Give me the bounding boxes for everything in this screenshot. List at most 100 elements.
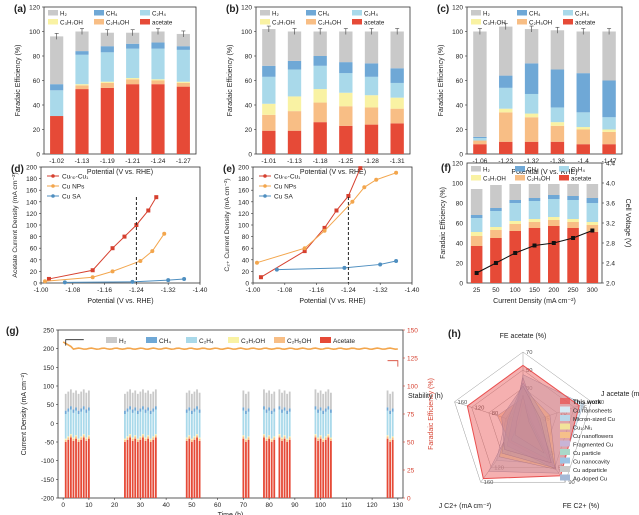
bar-H2 <box>69 389 72 407</box>
data-point <box>162 231 167 236</box>
bar-H2 <box>473 31 487 137</box>
bar-acetate <box>550 141 565 154</box>
bar-C2H4 <box>386 410 389 436</box>
bar-C3H7OH <box>386 435 389 437</box>
bar-acetate <box>129 437 131 498</box>
bar-acetate <box>390 123 404 154</box>
bar-CH4 <box>85 409 88 413</box>
panel-a: 0 20 40 60 80 100 120 -1.02 -1.13 -1.19 -1.21 -1.24… <box>14 4 197 176</box>
bar-CH4 <box>270 410 273 414</box>
bar-H2 <box>82 389 85 407</box>
bar-CH4 <box>67 408 70 412</box>
legend-label: C₃H₇OH <box>241 338 265 345</box>
bar-CH4 <box>87 407 90 411</box>
panel-label: (h) <box>448 329 461 340</box>
legend-label: H₂ <box>119 338 127 345</box>
bar-C3H7OH <box>190 438 193 440</box>
bar-C3H7OH <box>390 97 404 109</box>
legend-swatch <box>563 19 573 25</box>
bar-C2H5OH <box>567 222 579 228</box>
bar-C2H4 <box>391 411 394 437</box>
bar-C3H7OH <box>319 435 322 437</box>
bar-C3H7OH <box>188 435 191 437</box>
panel-c: 0 20 40 60 80 100 120 -1.06 -1.23 -1.32 -1.36 -1.4 -… <box>437 4 623 176</box>
bar-CH4 <box>364 63 379 77</box>
y-tick-label: 120 <box>241 5 252 12</box>
legend-swatch <box>471 175 481 181</box>
bar-acetate <box>242 438 245 498</box>
bar-C2H4 <box>80 411 83 437</box>
bar-CH4 <box>82 406 85 410</box>
bar-C2H5OH <box>154 435 157 438</box>
bar-C3H7OH <box>64 438 67 440</box>
y-tick-label: 120 <box>26 211 37 218</box>
bar-C2H4 <box>139 411 142 437</box>
y-axis-label: Acetate Current Density (mA cm⁻²) <box>12 172 19 277</box>
bar-C3H7OH <box>149 438 152 440</box>
bar-C3H7OH <box>124 438 126 440</box>
bar-CH4 <box>247 408 250 412</box>
legend-label: Fragmented Cu <box>573 443 613 449</box>
bar-acetate <box>262 130 276 154</box>
bar-CH4 <box>69 406 72 410</box>
x-tick-label: -1.32 <box>524 158 539 165</box>
bar-H2 <box>190 393 193 411</box>
legend-label: H₂ <box>483 167 490 174</box>
x-tick-label: -1.40 <box>193 287 208 294</box>
bar-C2H5OH <box>87 436 90 439</box>
bar-C3H7OH <box>586 222 599 225</box>
x-tick-label: -1.24 <box>129 287 144 294</box>
data-point <box>334 208 339 213</box>
bar-C2H4 <box>64 414 67 439</box>
bar-CH4 <box>490 208 502 211</box>
y-tick-label: 120 <box>452 161 463 168</box>
bar-acetate <box>176 86 190 154</box>
legend-label: C₃H₇OH <box>483 20 506 27</box>
bar-acetate <box>100 87 114 154</box>
y-tick-label: 20 <box>30 269 38 276</box>
bar-H2 <box>100 32 114 47</box>
bar-H2 <box>64 393 67 411</box>
bar-C3H7OH <box>263 434 265 436</box>
legend-swatch <box>306 10 316 16</box>
bar-H2 <box>268 390 271 408</box>
x-tick-label: -1.27 <box>176 158 191 165</box>
bar-C3H7OH <box>131 437 134 439</box>
bar-C3H7OH <box>136 438 139 440</box>
y2-tick-label: 3.6 <box>606 201 615 208</box>
y-tick-label: 60 <box>245 78 253 85</box>
bar-acetate <box>281 440 283 498</box>
bar-H2 <box>80 391 83 409</box>
y-tick-label: -50 <box>45 440 55 447</box>
bar-C3H7OH <box>499 108 513 113</box>
y-tick-label: 140 <box>26 199 37 206</box>
legend-swatch <box>560 466 570 472</box>
bar-C2H5OH <box>490 230 502 238</box>
series-line <box>260 167 361 278</box>
bar-C2H5OH <box>281 438 283 441</box>
legend-swatch <box>560 432 570 438</box>
bar-H2 <box>576 31 590 74</box>
y-tick-label: 100 <box>29 29 40 36</box>
bar-C2H5OH <box>473 140 487 145</box>
x-tick-label: -1.31 <box>390 158 405 165</box>
bar-acetate <box>314 437 317 498</box>
bar-acetate <box>142 437 144 498</box>
bar-C2H4 <box>242 410 245 436</box>
bar-C2H5OH <box>100 82 114 88</box>
y-tick-label: -150 <box>41 477 54 484</box>
bar-H2 <box>87 390 90 408</box>
bar-C2H5OH <box>287 111 302 131</box>
y2-tick-label: 75 <box>407 412 415 419</box>
bar-C2H4 <box>330 412 332 438</box>
y-tick-label: 180 <box>26 176 37 183</box>
legend-label: H₂ <box>272 11 279 18</box>
bar-CH4 <box>126 408 129 412</box>
bar-C3H7OH <box>100 81 114 83</box>
bar-C3H7OH <box>154 434 157 436</box>
legend-swatch <box>48 19 58 25</box>
bar-C2H5OH <box>268 436 271 439</box>
legend-swatch <box>560 440 570 447</box>
series-line <box>276 260 397 271</box>
legend-label: C₂H₅OH <box>106 20 129 27</box>
